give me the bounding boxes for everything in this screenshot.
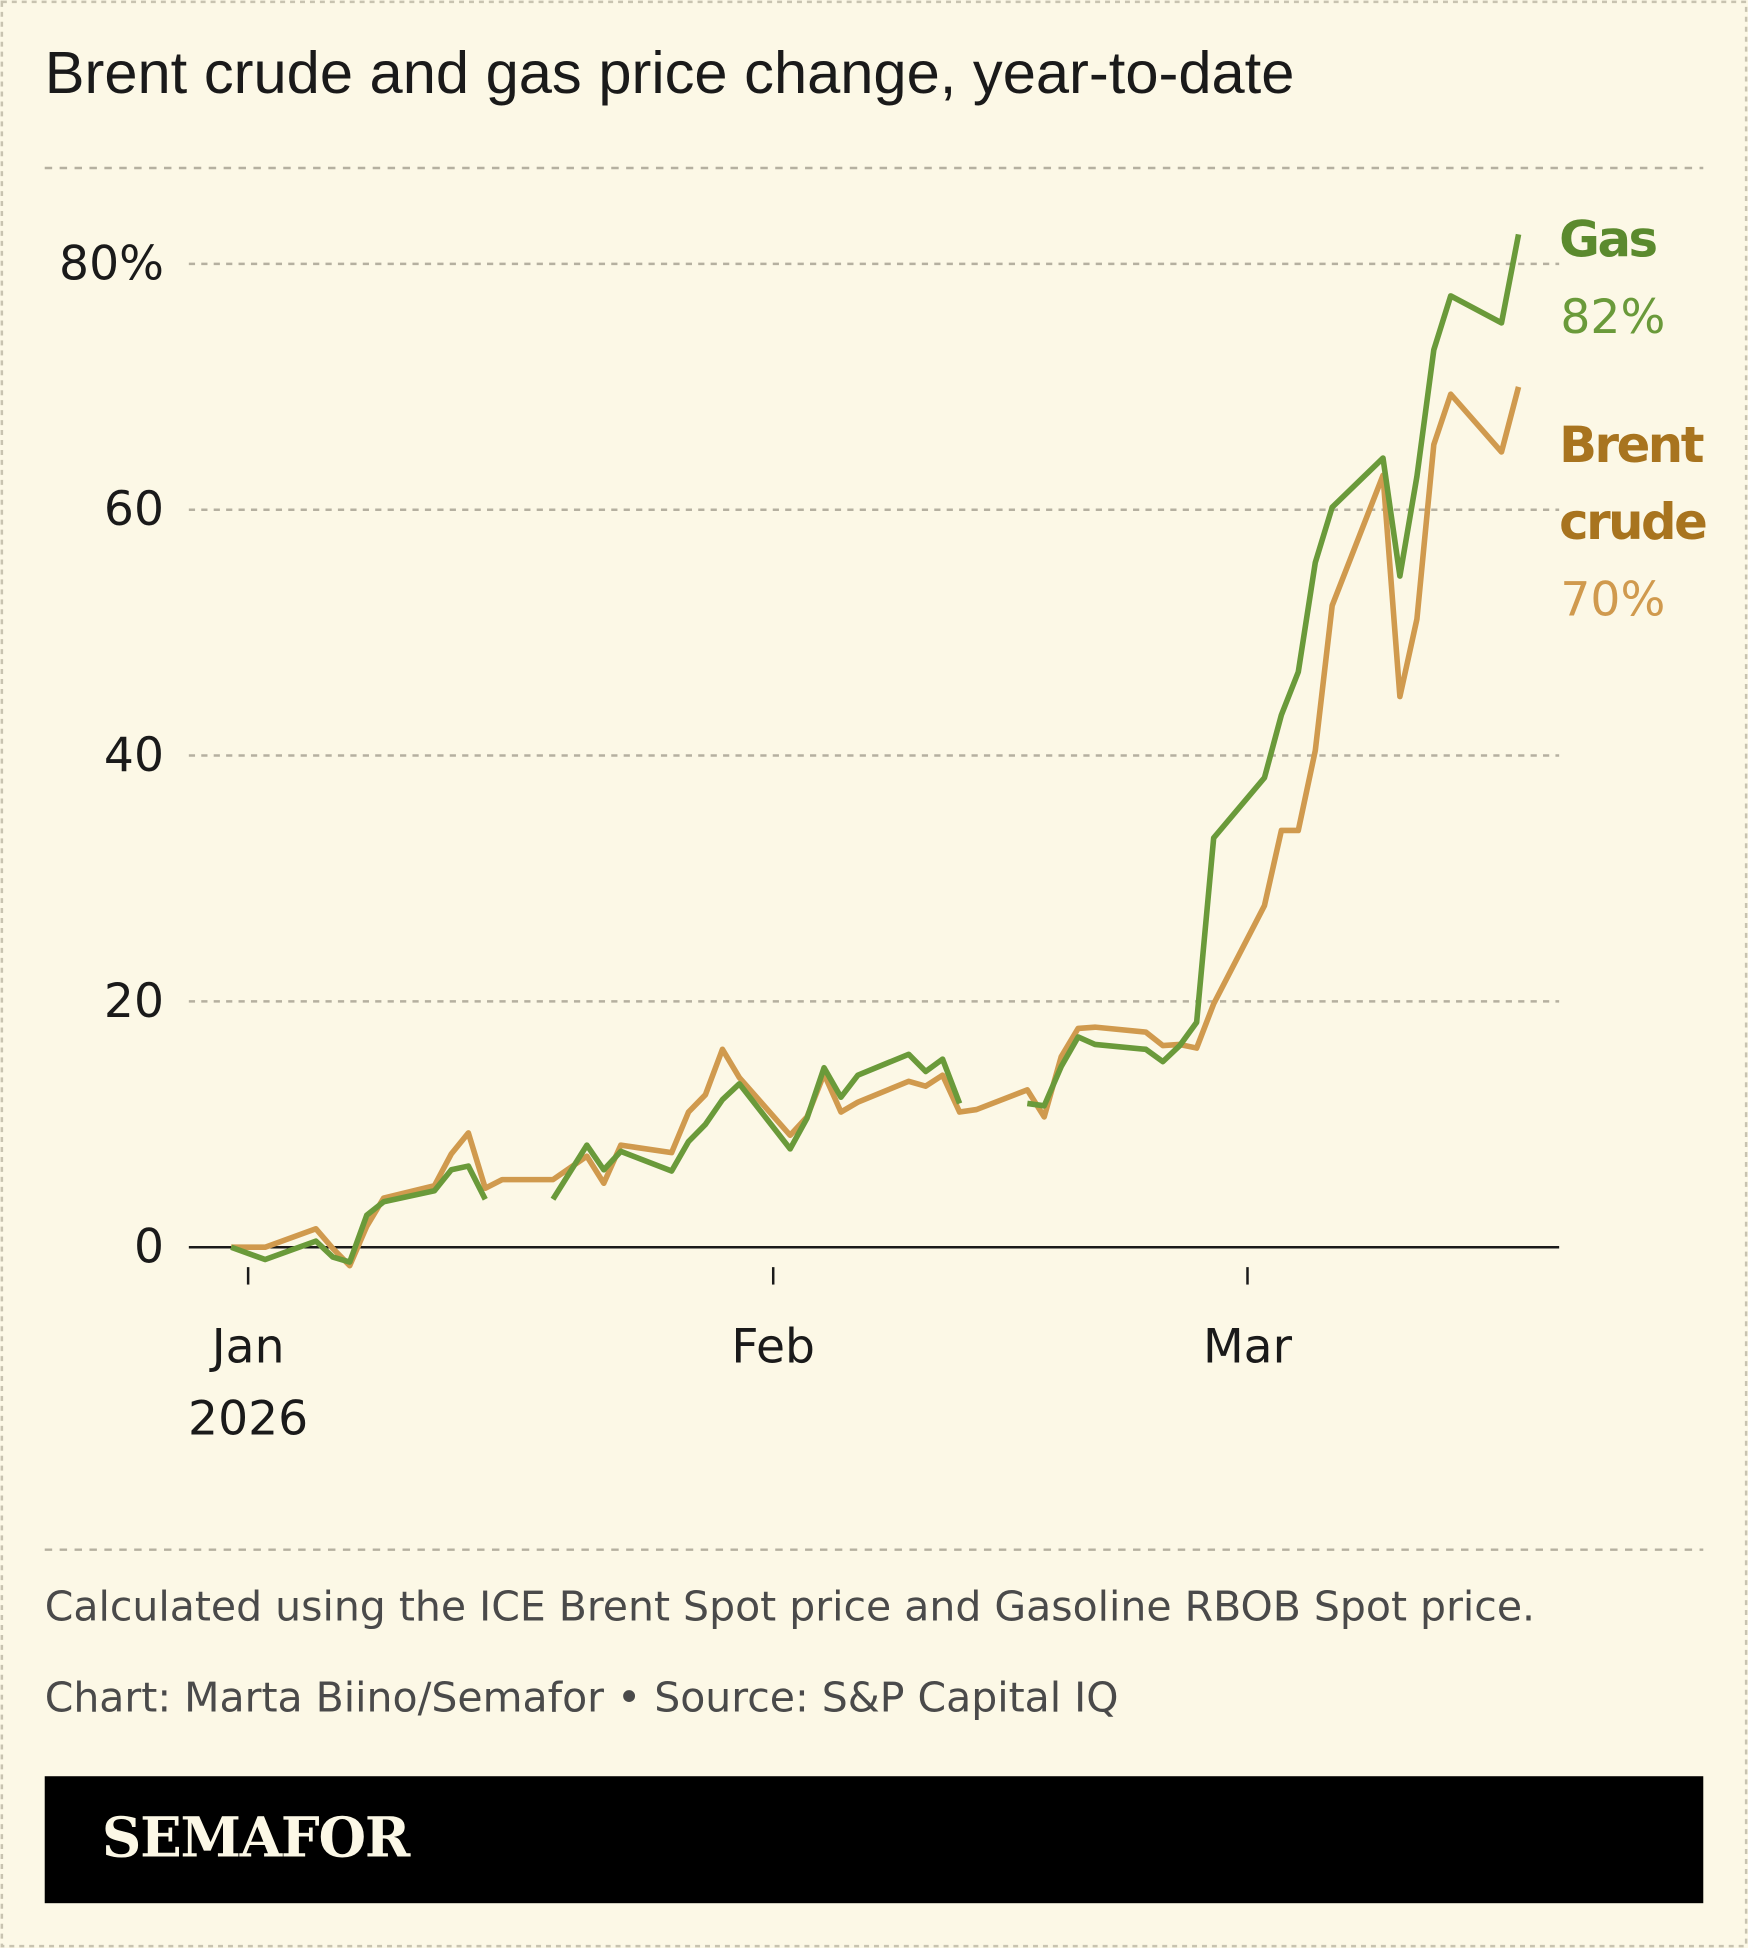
y-tick-label: 80%	[59, 236, 164, 291]
legend-entry: Gas	[1559, 211, 1658, 269]
series-line	[231, 386, 1522, 1269]
y-tick-label: 60	[104, 482, 164, 537]
x-tick-label: Jan	[209, 1319, 285, 1374]
y-tick-label: 40	[104, 728, 164, 783]
series-line	[230, 233, 1522, 1265]
series-name: Brent crude	[1559, 416, 1708, 552]
brand-bar	[44, 1776, 1704, 1904]
y-tick-label: 20	[104, 974, 164, 1029]
legend-entry: Brent crude	[1559, 416, 1708, 552]
brand-logo: SEMAFOR	[102, 1805, 411, 1869]
note: Calculated using the ICE Brent Spot pric…	[45, 1582, 1535, 1630]
x-tick-label: Mar	[1203, 1319, 1293, 1374]
x-tick-label: Feb	[731, 1319, 815, 1374]
chart-title: Brent crude and gas price change, year-t…	[45, 39, 1295, 106]
credit: Chart: Marta Biino/Semafor • Source: S&P…	[45, 1673, 1119, 1721]
series-name: Gas	[1559, 211, 1658, 269]
end-value-label: 82%	[1560, 290, 1665, 345]
y-tick-label: 0	[134, 1220, 164, 1275]
end-value-label: 70%	[1560, 572, 1665, 627]
x-year-label: 2026	[188, 1391, 308, 1446]
